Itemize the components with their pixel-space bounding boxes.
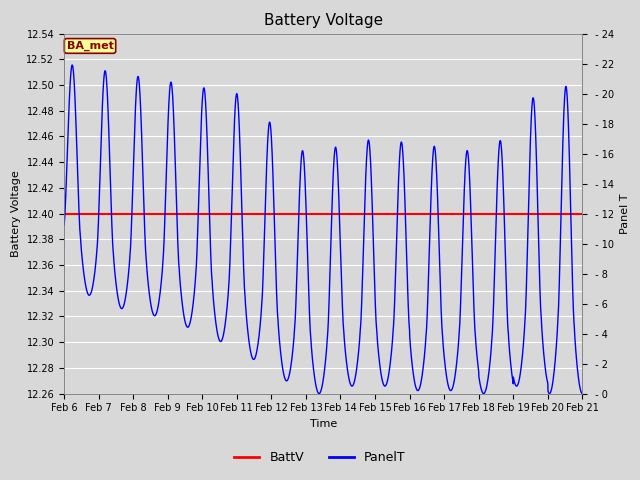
Y-axis label: Battery Voltage: Battery Voltage: [11, 170, 21, 257]
Legend: BattV, PanelT: BattV, PanelT: [229, 446, 411, 469]
Title: Battery Voltage: Battery Voltage: [264, 13, 383, 28]
Text: BA_met: BA_met: [67, 41, 113, 51]
Y-axis label: Panel T: Panel T: [620, 193, 630, 234]
X-axis label: Time: Time: [310, 419, 337, 429]
